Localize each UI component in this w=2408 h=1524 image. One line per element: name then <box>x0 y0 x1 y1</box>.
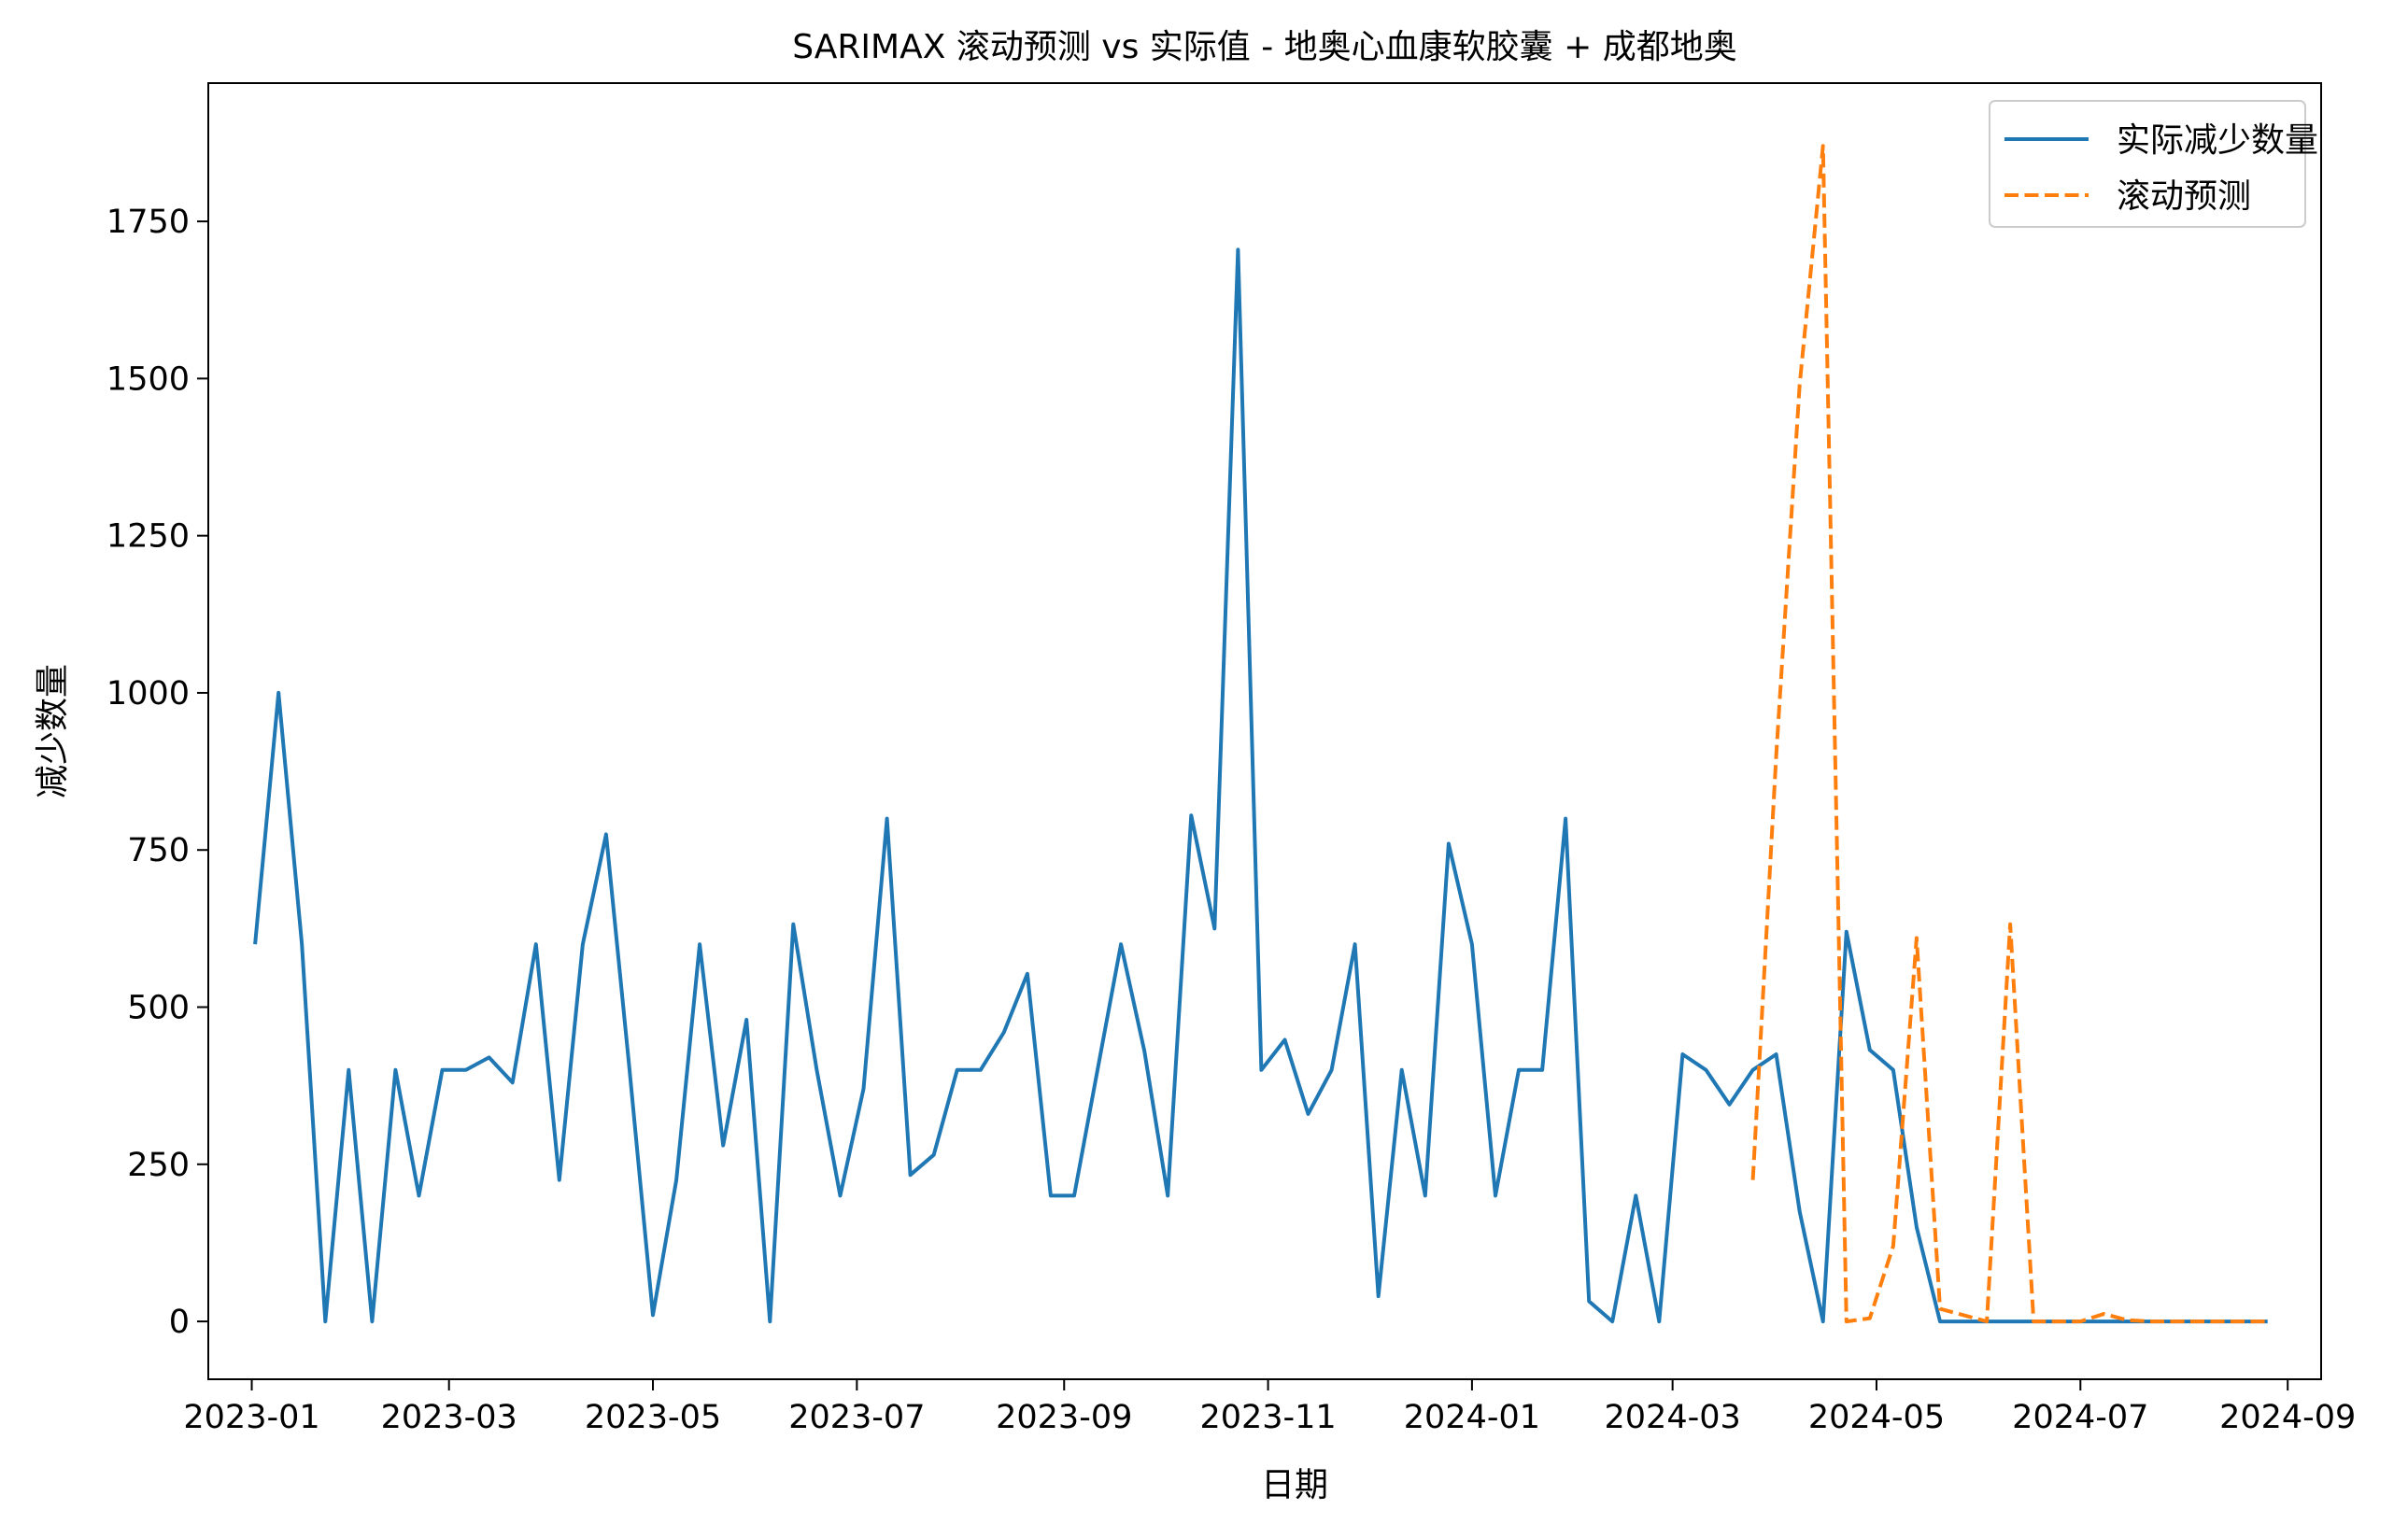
x-tick-label: 2024-01 <box>1404 1399 1540 1436</box>
legend-label-forecast: 滚动预测 <box>2117 177 2251 216</box>
x-tick-label: 2023-05 <box>585 1399 721 1436</box>
y-tick-label: 250 <box>127 1147 190 1184</box>
y-tick-label: 0 <box>169 1304 190 1341</box>
y-axis-label: 减少数量 <box>34 664 72 798</box>
legend-label-actual: 实际减少数量 <box>2117 121 2318 160</box>
chart-title: SARIMAX 滚动预测 vs 实际值 - 地奥心血康软胶囊 + 成都地奥 <box>792 28 1736 66</box>
x-tick-label: 2024-03 <box>1605 1399 1741 1436</box>
y-tick-label: 1500 <box>106 360 190 398</box>
x-axis-label: 日期 <box>1261 1466 1328 1504</box>
y-tick-label: 750 <box>127 832 190 869</box>
x-tick-label: 2023-03 <box>381 1399 517 1436</box>
legend: 实际减少数量 滚动预测 <box>1989 100 2318 228</box>
series-line-forecast <box>1750 144 2268 1324</box>
y-tick-label: 1750 <box>106 204 190 241</box>
x-tick-label: 2023-11 <box>1199 1399 1336 1436</box>
y-tick-label: 500 <box>127 990 190 1027</box>
x-tick-label: 2023-01 <box>183 1399 319 1436</box>
series-line-actual <box>253 247 2268 1324</box>
series-layer <box>253 144 2268 1324</box>
y-axis: 0 250 500 750 1000 1250 1500 1750 <box>106 204 208 1341</box>
y-tick-label: 1000 <box>106 675 190 713</box>
x-tick-label: 2023-09 <box>996 1399 1132 1436</box>
x-axis: 2023-01 2023-03 2023-05 2023-07 2023-09 2023-… <box>183 1379 2356 1436</box>
x-tick-label: 2023-07 <box>788 1399 925 1436</box>
x-tick-label: 2024-09 <box>2219 1399 2356 1436</box>
x-tick-label: 2024-07 <box>2012 1399 2148 1436</box>
plot-frame <box>207 82 2322 1380</box>
y-tick-label: 1250 <box>106 518 190 556</box>
x-tick-label: 2024-05 <box>1808 1399 1945 1436</box>
